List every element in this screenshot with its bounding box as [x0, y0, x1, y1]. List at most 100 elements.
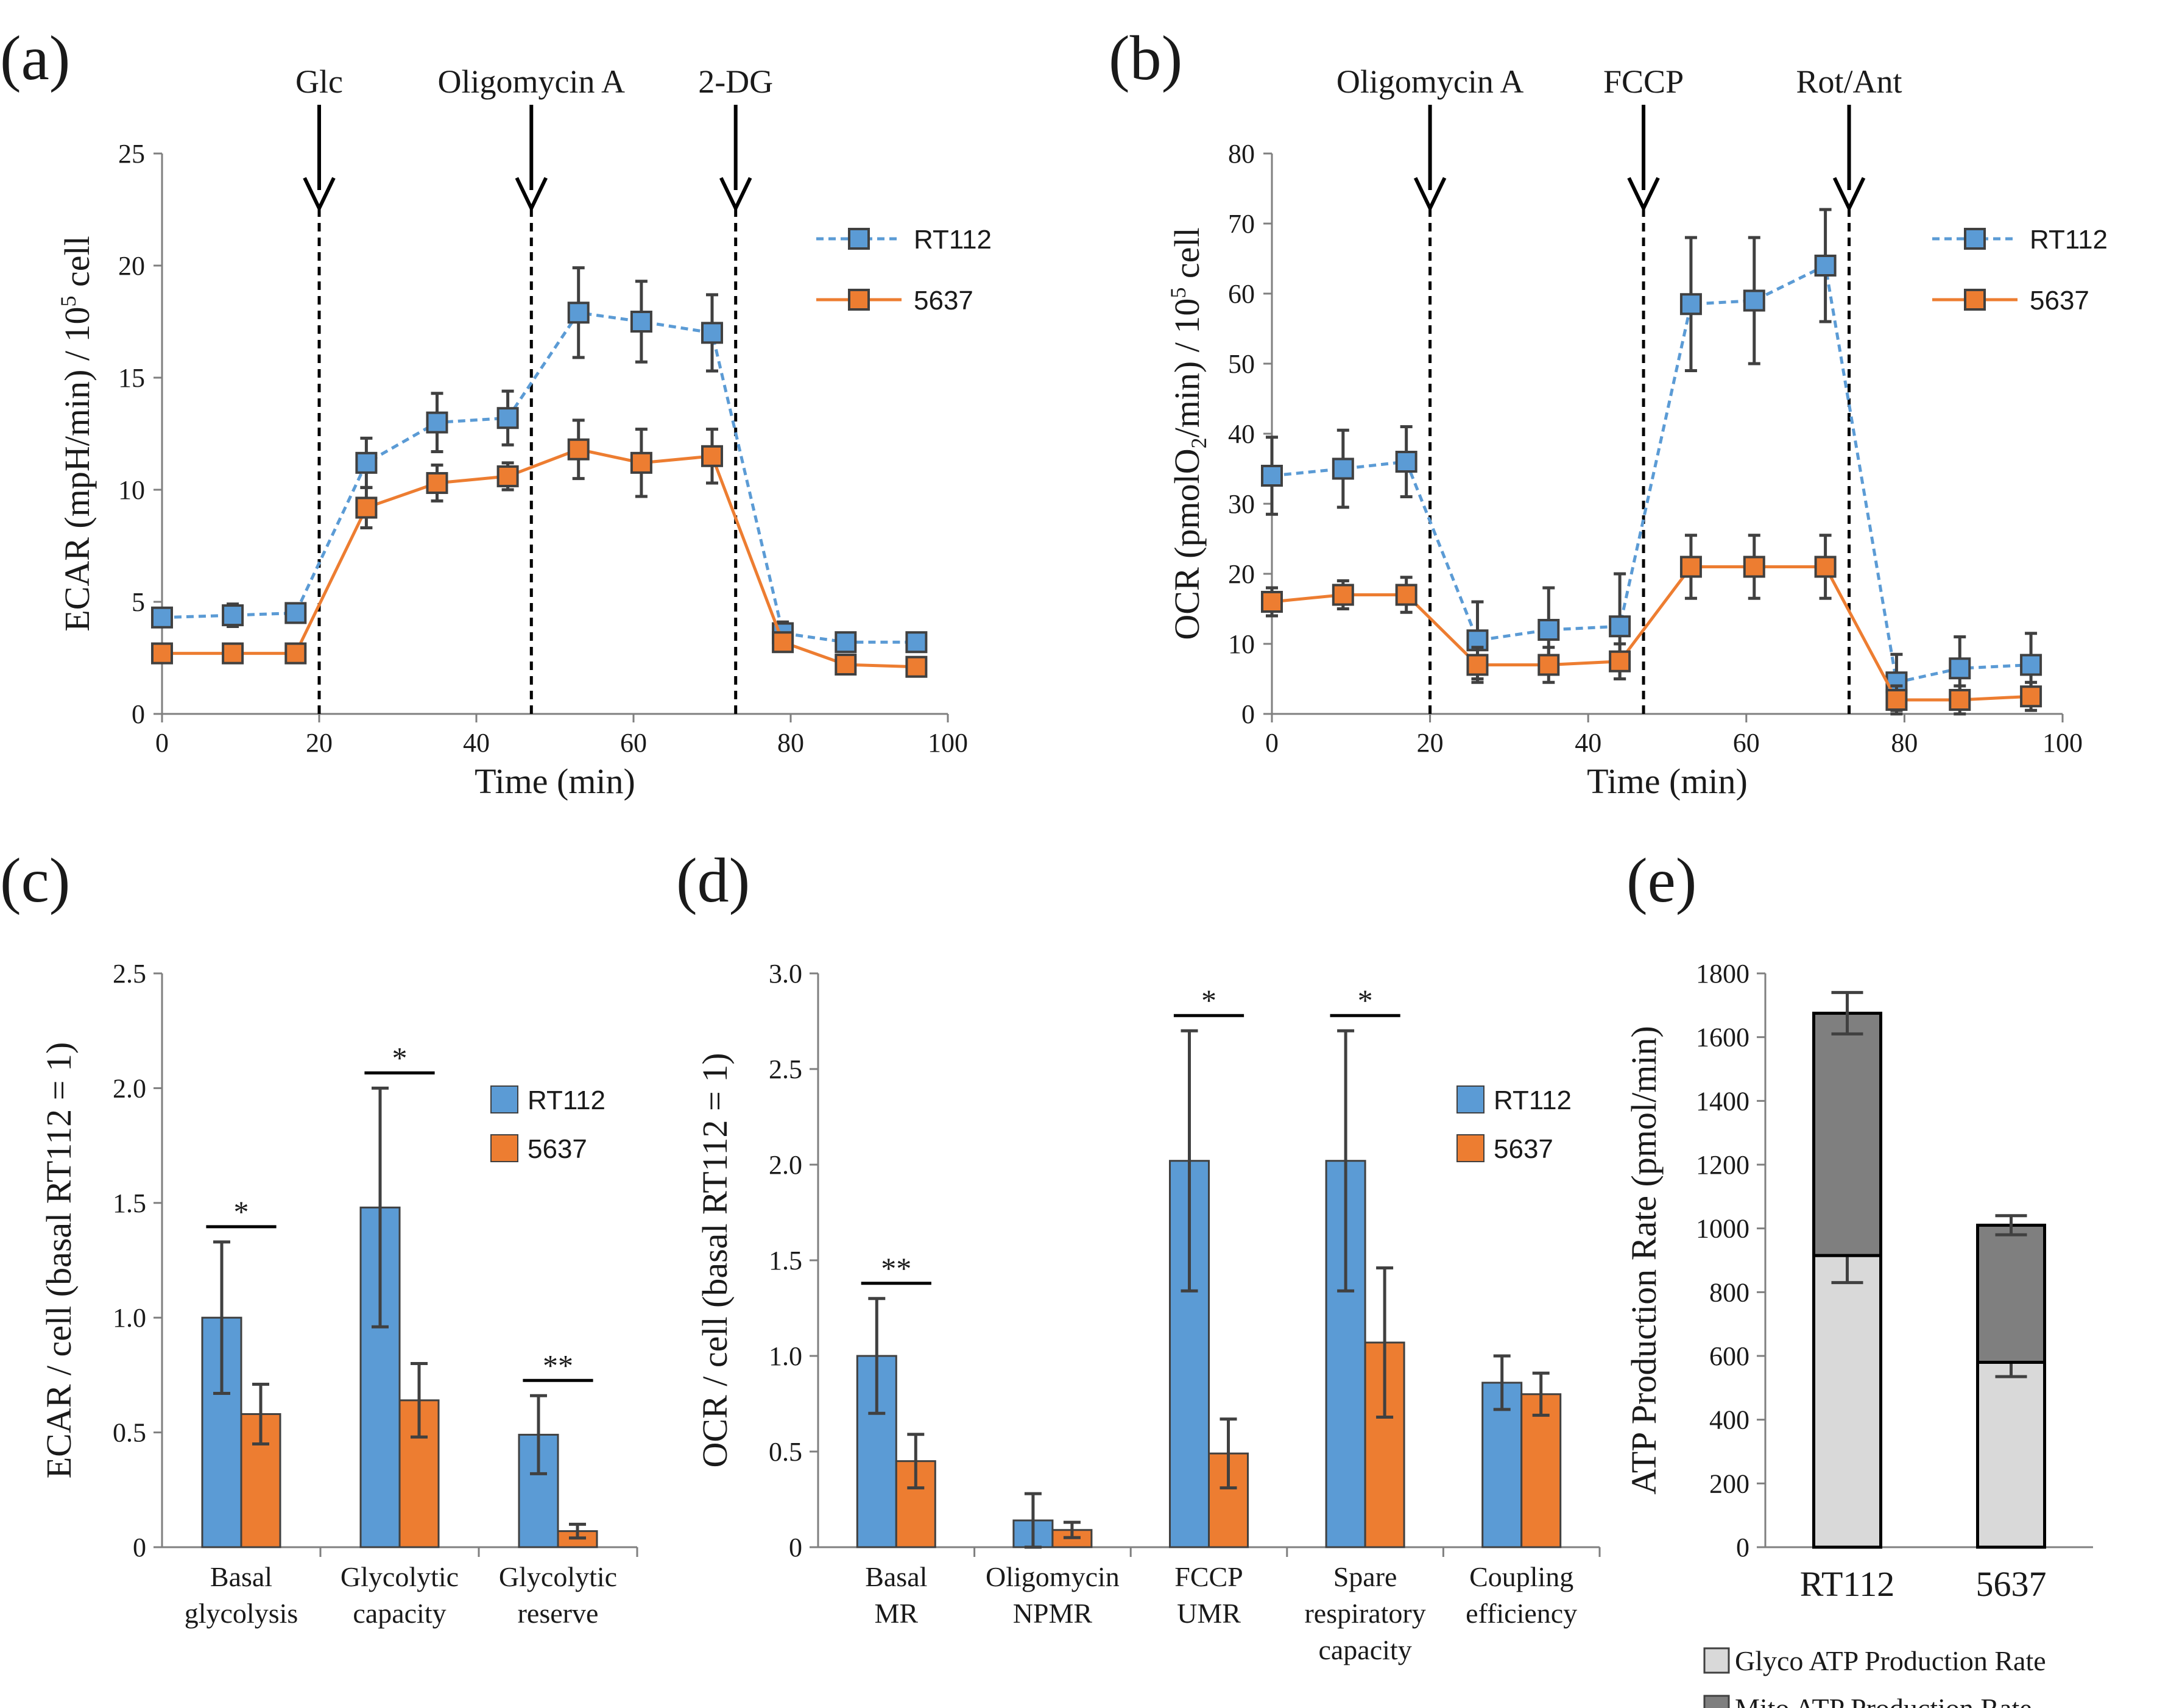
data-point-RT112 — [151, 606, 173, 629]
bar-5637 — [240, 1413, 281, 1548]
data-point-5637 — [151, 642, 173, 665]
data-point-5637 — [1679, 556, 1702, 578]
y-tick-label: 80 — [1228, 139, 1255, 169]
injection-arrow-head — [1413, 177, 1447, 213]
x-tick-label: 0 — [1265, 728, 1279, 758]
category-label: NPMR — [1013, 1598, 1093, 1629]
category-label: Glycolytic — [499, 1561, 617, 1592]
category-label: FCCP — [1174, 1561, 1243, 1592]
data-point-5637 — [1949, 689, 1971, 711]
y-axis-title-part: /min) / 10 — [1167, 298, 1207, 438]
injection-arrow-head — [719, 177, 752, 213]
stacked-bar-glyco — [1976, 1360, 2046, 1549]
significance-marker: * — [392, 1040, 408, 1075]
y-axis-title-part: 2 — [1187, 437, 1211, 448]
y-tick-label: 0 — [133, 1533, 146, 1562]
stacked-bar-mito — [1976, 1223, 2046, 1364]
series-line-5637 — [1271, 565, 2032, 702]
data-point-RT112 — [1679, 293, 1702, 316]
data-point-5637 — [701, 445, 723, 467]
y-axis-title: ECAR (mpH/min) / 105 cell — [56, 236, 97, 632]
data-point-5637 — [772, 631, 794, 654]
y-tick-label: 3.0 — [769, 959, 802, 989]
legend-swatch-5637 — [1456, 1134, 1484, 1162]
data-point-5637 — [222, 642, 244, 665]
panel-c: (c) 0 0.5 1.0 1.5 2.0 2.5 ECAR / cell (basal R… — [0, 845, 638, 1629]
panel-e-label: (e) — [1626, 845, 1696, 916]
data-point-RT112 — [567, 302, 590, 324]
bar-5637 — [1520, 1393, 1562, 1548]
stacked-bar-glyco — [1812, 1254, 1882, 1549]
y-tick-label: 600 — [1709, 1341, 1749, 1371]
legend-swatch-mito — [1703, 1695, 1730, 1708]
y-axis-title: ATP Production Rate (pmol/min) — [1624, 1026, 1664, 1495]
y-tick-label: 1400 — [1696, 1086, 1749, 1116]
y-tick-label: 0 — [789, 1533, 802, 1562]
legend-label-RT112: RT112 — [528, 1085, 605, 1115]
series-line-5637 — [162, 448, 917, 669]
x-tick-label: 100 — [928, 728, 968, 758]
injection-arrow-head — [1832, 177, 1866, 213]
y-tick-label: 0 — [1736, 1533, 1749, 1562]
data-point-5637 — [496, 465, 519, 487]
y-tick-label: 20 — [1228, 559, 1255, 589]
category-label: RT112 — [1800, 1564, 1894, 1604]
x-axis-title: Time (min) — [475, 761, 635, 801]
injection-arrow-head — [515, 177, 548, 213]
panel-b: (b) 0 20 40 60 80 100 0 10 20 30 40 50 60 70 80 Time (m… — [1109, 23, 2108, 801]
legend-label-5637: 5637 — [2030, 286, 2089, 316]
category-label: capacity — [353, 1598, 446, 1629]
panel-d-label: (d) — [676, 845, 750, 916]
category-label: Spare — [1333, 1561, 1397, 1592]
data-point-5637 — [2020, 685, 2042, 708]
y-tick-label: 15 — [118, 363, 145, 393]
legend-label-glyco: Glyco ATP Production Rate — [1735, 1645, 2046, 1676]
significance-marker: * — [1358, 983, 1373, 1017]
panel-a-label: (a) — [0, 23, 70, 93]
category-label: Basal — [865, 1561, 927, 1592]
y-tick-label: 40 — [1228, 419, 1255, 449]
legend-label-RT112: RT112 — [1494, 1085, 1572, 1115]
y-tick-label: 0.5 — [769, 1437, 802, 1467]
y-tick-label: 2.0 — [113, 1073, 146, 1103]
x-tick-label: 20 — [306, 728, 333, 758]
y-tick-label: 800 — [1709, 1277, 1749, 1307]
category-label: glycolysis — [185, 1598, 298, 1629]
data-point-5637 — [1743, 556, 1765, 578]
y-tick-label: 50 — [1228, 349, 1255, 379]
y-axis-title: OCR / cell (basal RT112 = 1) — [695, 1053, 735, 1467]
injection-label: Glc — [295, 63, 343, 100]
data-point-RT112 — [905, 631, 928, 654]
data-point-RT112 — [355, 451, 378, 474]
data-point-RT112 — [1949, 657, 1971, 680]
y-tick-label: 2.5 — [769, 1054, 802, 1084]
data-point-5637 — [1537, 654, 1560, 676]
x-tick-label: 60 — [620, 728, 647, 758]
legend-label-mito: Mito ATP Production Rate — [1735, 1693, 2032, 1708]
data-point-RT112 — [1395, 451, 1417, 473]
data-point-5637 — [567, 438, 590, 461]
legend-label-RT112: RT112 — [914, 225, 992, 255]
data-point-RT112 — [1609, 615, 1631, 638]
y-tick-label: 25 — [118, 139, 145, 169]
legend-marker-5637 — [1964, 289, 1986, 311]
y-axis-title-part: ECAR (mpH/min) / 10 — [57, 306, 97, 631]
y-tick-label: 1000 — [1696, 1214, 1749, 1244]
data-point-RT112 — [1537, 619, 1560, 641]
data-point-5637 — [1332, 584, 1354, 606]
category-label: respiratory — [1304, 1598, 1425, 1629]
legend-label-5637: 5637 — [528, 1134, 587, 1164]
series-line-RT112 — [161, 311, 917, 644]
y-axis-title-part: cell — [57, 236, 97, 295]
panel-b-label: (b) — [1109, 23, 1182, 93]
x-tick-label: 40 — [463, 728, 490, 758]
data-point-RT112 — [496, 407, 519, 429]
data-point-5637 — [1814, 556, 1837, 578]
legend-swatch-5637 — [490, 1134, 518, 1162]
data-point-RT112 — [701, 322, 723, 344]
data-point-5637 — [905, 655, 928, 678]
category-label: efficiency — [1466, 1598, 1577, 1629]
data-point-5637 — [1885, 689, 1908, 711]
y-tick-label: 0 — [132, 699, 145, 729]
